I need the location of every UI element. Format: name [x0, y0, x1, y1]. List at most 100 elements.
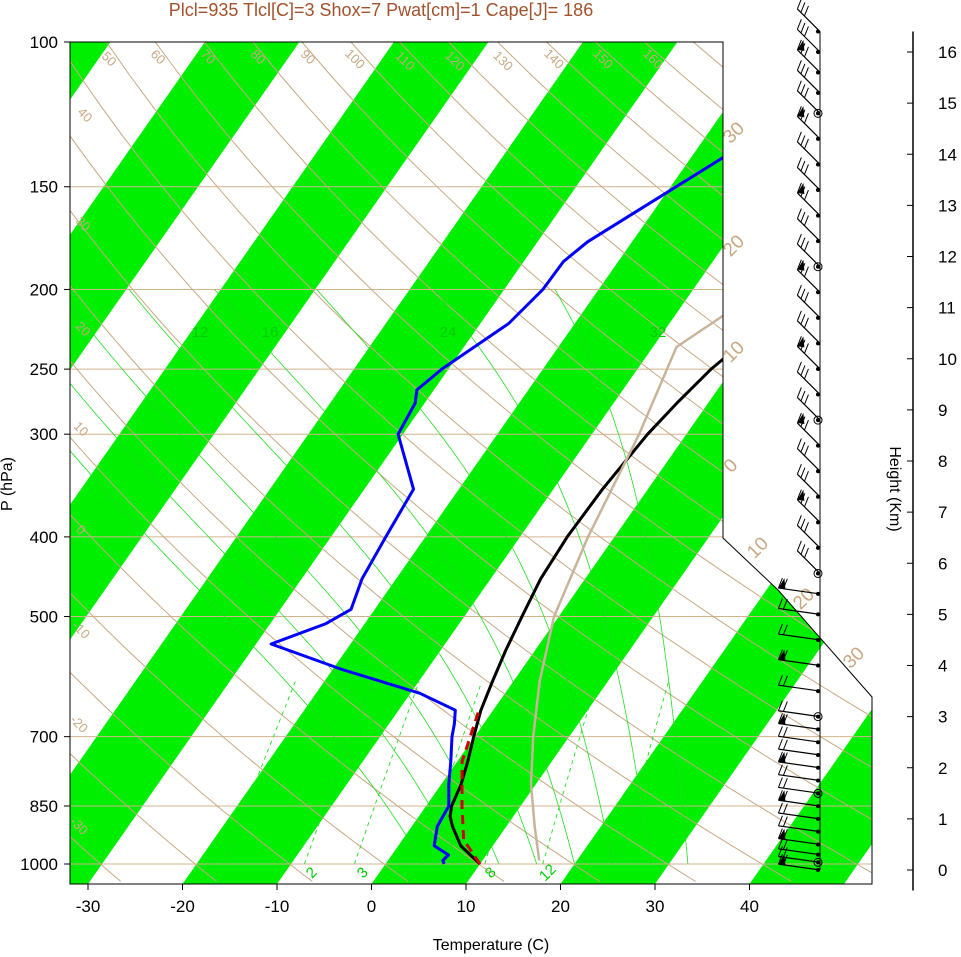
wind-barb	[777, 738, 821, 757]
wind-barb-flag	[778, 713, 786, 725]
wind-barb-feather	[800, 288, 806, 299]
wind-barb	[796, 361, 821, 397]
wind-barb-calm-circle	[813, 262, 823, 272]
wind-barb-feather	[803, 292, 809, 303]
isotherm-band	[560, 42, 872, 884]
wind-barb-shaft	[796, 371, 821, 395]
dry-adiabat	[301, 42, 872, 882]
dry-adiabat	[70, 42, 872, 882]
wind-barb-feather	[800, 211, 806, 223]
dry-adiabat	[70, 42, 872, 882]
wind-barb-flag	[778, 751, 786, 763]
wind-barb-feather	[800, 84, 806, 95]
wind-barb-calm-circle	[813, 108, 823, 118]
wind-barb-feather	[782, 803, 788, 814]
wind-barb-feather	[796, 285, 802, 296]
y-tick-label: 200	[30, 280, 58, 299]
isotherm-label: 30	[719, 118, 749, 148]
wind-barb	[796, 438, 821, 474]
wind-barb-feather	[777, 790, 783, 801]
isotherm-band	[70, 42, 489, 884]
wind-barb-feather	[803, 343, 809, 354]
dry-adiabat	[70, 42, 313, 882]
wind-barb-feather	[782, 839, 788, 850]
wind-barb-shaft	[778, 684, 821, 692]
wind-barb-feather	[796, 157, 802, 168]
wind-barb-shaft	[778, 848, 821, 856]
moist-adiabat	[70, 289, 500, 865]
wind-barbs	[777, 0, 823, 872]
wind-barb	[796, 208, 821, 244]
wind-barb-feather	[796, 515, 802, 526]
mixing-ratio-label: 3	[354, 864, 372, 882]
wind-barb-feather	[777, 738, 783, 750]
wind-barb	[777, 649, 821, 668]
wind-barb-calm-circle	[813, 568, 823, 578]
dry-adiabat-label: 90	[298, 46, 319, 67]
wind-barb-feather	[782, 599, 788, 610]
wind-barb	[777, 623, 821, 642]
wind-barb	[777, 815, 821, 834]
wind-barb	[796, 336, 821, 371]
wind-barb-feather	[803, 266, 809, 277]
wind-barb-flag	[797, 336, 805, 348]
moist-adiabat	[434, 289, 651, 865]
x-tick-label: -20	[170, 897, 195, 916]
wind-barb-shaft	[778, 748, 821, 756]
wind-barb	[796, 106, 821, 141]
mixing-ratio-lines	[223, 681, 670, 865]
dry-adiabat	[70, 42, 601, 882]
wind-barb-feather	[777, 777, 783, 788]
wind-barb-feather	[803, 5, 809, 17]
wind-barb-feather	[800, 467, 806, 478]
wind-barb	[777, 726, 821, 745]
wind-barb-feather	[796, 39, 802, 51]
isotherm-label: 10	[743, 533, 773, 563]
moist-adiabats	[70, 289, 689, 865]
height-tick-label: 7	[938, 503, 947, 522]
mixing-ratio-line	[542, 681, 598, 865]
height-tick-label: 13	[938, 196, 957, 215]
wind-barb-feather	[803, 215, 809, 226]
temperature-profile	[448, 42, 872, 866]
wind-barb-flag	[797, 182, 805, 194]
wind-barb	[777, 777, 823, 798]
wind-barb	[777, 675, 821, 694]
wind-barb-feather	[803, 189, 809, 201]
wind-barb	[796, 540, 823, 578]
wind-barb-feather	[803, 87, 809, 98]
wind-barb-flag	[797, 259, 805, 271]
wind-barb-shaft	[796, 473, 821, 498]
wind-barb	[777, 846, 823, 867]
wind-barb	[777, 577, 821, 596]
y-tick-label: 1000	[20, 855, 58, 874]
profile-lines	[269, 42, 872, 866]
height-tick-label: 10	[938, 350, 957, 369]
x-tick-label: -30	[76, 897, 101, 916]
wind-barb-feather	[803, 317, 809, 329]
wind-barb	[796, 259, 821, 295]
height-tick-label: 8	[938, 452, 947, 471]
wind-barb-shaft	[778, 825, 821, 833]
wind-barb	[796, 387, 823, 425]
wind-barb	[796, 131, 821, 167]
y-tick-label: 700	[30, 728, 58, 747]
wind-barb	[796, 285, 821, 320]
wind-barb-feather	[800, 314, 806, 325]
wind-barb-feather	[803, 547, 809, 559]
moist-adiabat	[316, 289, 613, 865]
wind-barb-feather	[803, 471, 809, 482]
wind-barb-flag	[797, 106, 805, 118]
moist-adiabat	[128, 289, 538, 865]
wind-barb-feather	[782, 675, 788, 687]
wind-barb-shaft	[796, 218, 821, 242]
mixing-ratio-line	[618, 681, 670, 865]
wind-barb-shaft	[796, 28, 821, 53]
dry-adiabat	[105, 42, 872, 882]
wind-barb-calm-circle	[813, 415, 823, 425]
dry-adiabat	[203, 42, 872, 882]
moist-adiabat-label: 32	[650, 324, 667, 341]
wind-barb-feather	[777, 764, 783, 775]
axes: -30 -20 -10 0 10 20 30 401001502002503004005007…	[20, 31, 957, 916]
